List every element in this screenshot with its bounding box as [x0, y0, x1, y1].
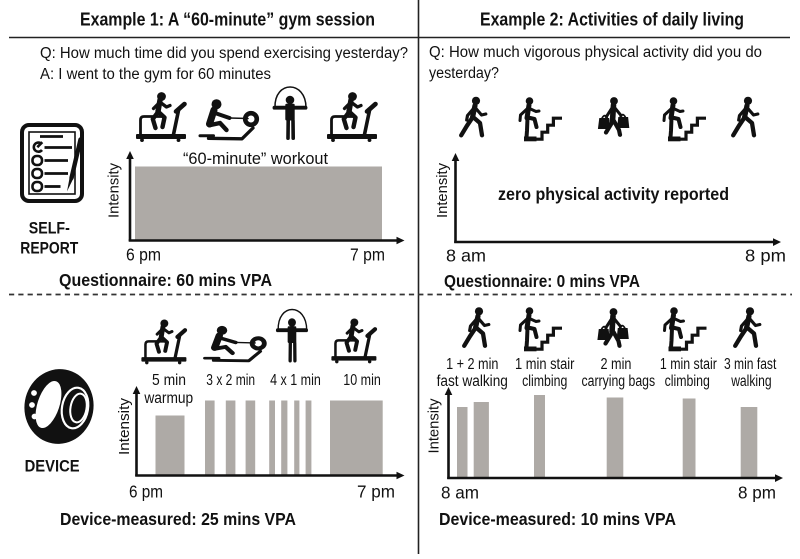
svg-text:8 am: 8 am [441, 483, 479, 503]
svg-text:6 pm: 6 pm [129, 482, 163, 502]
svg-text:A: I went to the gym for 60 mi: A: I went to the gym for 60 minutes [40, 66, 271, 83]
svg-text:2 min: 2 min [601, 356, 632, 373]
svg-text:“60-minute” workout: “60-minute” workout [183, 150, 328, 168]
svg-text:Questionnaire: 60 mins VPA: Questionnaire: 60 mins VPA [59, 270, 272, 290]
svg-text:Intensity: Intensity [426, 398, 443, 453]
svg-text:Q: How much time did you spend: Q: How much time did you spend exercisin… [40, 45, 408, 62]
svg-text:DEVICE: DEVICE [25, 457, 80, 476]
svg-text:Device-measured: 25 mins VPA: Device-measured: 25 mins VPA [60, 509, 296, 529]
svg-text:carrying bags: carrying bags [582, 373, 656, 390]
svg-text:1 min stair: 1 min stair [515, 356, 574, 373]
svg-text:1 min stair: 1 min stair [660, 356, 717, 373]
svg-text:3 x 2 min: 3 x 2 min [206, 372, 255, 389]
svg-text:REPORT: REPORT [20, 239, 79, 258]
svg-text:4 x 1 min: 4 x 1 min [270, 372, 321, 389]
svg-text:zero physical activity reporte: zero physical activity reported [498, 184, 729, 204]
svg-text:6 pm: 6 pm [126, 245, 161, 265]
svg-text:yesterday?: yesterday? [429, 65, 499, 82]
svg-text:Example 2: Activities of daily: Example 2: Activities of daily living [480, 10, 744, 30]
svg-text:Example 1: A “60-minute” gym s: Example 1: A “60-minute” gym session [80, 10, 375, 30]
svg-text:8 pm: 8 pm [745, 246, 786, 266]
svg-text:1 + 2 min: 1 + 2 min [446, 356, 498, 373]
svg-text:Questionnaire: 0 mins VPA: Questionnaire: 0 mins VPA [444, 271, 640, 291]
svg-text:5 min: 5 min [152, 372, 186, 389]
svg-text:fast walking: fast walking [437, 373, 508, 390]
svg-text:7 pm: 7 pm [357, 482, 395, 502]
svg-text:Intensity: Intensity [106, 163, 123, 218]
svg-text:warmup: warmup [144, 390, 194, 407]
svg-text:climbing: climbing [665, 373, 710, 390]
svg-text:3 min fast: 3 min fast [724, 356, 777, 373]
svg-text:Intensity: Intensity [434, 163, 451, 218]
svg-text:Q: How much vigorous physical: Q: How much vigorous physical activity d… [429, 44, 762, 61]
svg-text:10 min: 10 min [343, 372, 381, 389]
svg-text:Intensity: Intensity [116, 398, 133, 455]
svg-text:7 pm: 7 pm [350, 245, 385, 265]
svg-text:climbing: climbing [522, 373, 567, 390]
svg-text:8 pm: 8 pm [738, 483, 776, 503]
svg-text:8 am: 8 am [446, 246, 486, 266]
svg-text:walking: walking [730, 373, 771, 390]
svg-text:SELF-: SELF- [29, 219, 70, 238]
svg-text:Device-measured: 10 mins VPA: Device-measured: 10 mins VPA [439, 509, 676, 529]
